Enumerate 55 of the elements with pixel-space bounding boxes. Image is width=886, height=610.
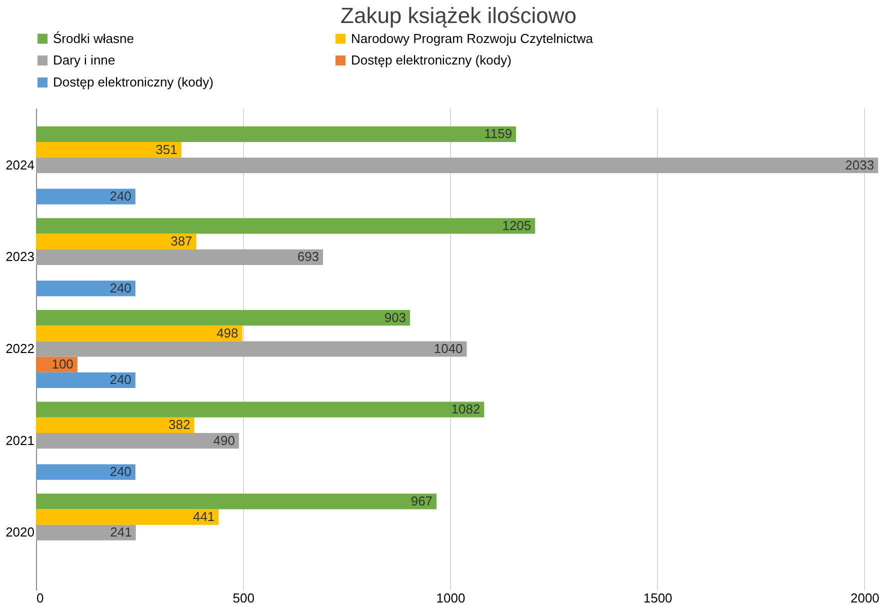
x-tick-label: 1500: [643, 590, 672, 606]
data-label: 1082: [451, 402, 480, 417]
data-label: 100: [52, 356, 74, 372]
data-label: 351: [156, 142, 178, 157]
legend-label: Dostęp elektroniczny (kody): [53, 74, 214, 90]
bar: [36, 433, 239, 449]
legend-label: Środki własne: [53, 30, 134, 46]
bar: [36, 402, 484, 418]
bar: [36, 188, 136, 204]
legend-label: Dary i inne: [53, 52, 116, 68]
bar: [36, 234, 196, 250]
bar: [36, 249, 324, 265]
data-label: 240: [110, 464, 132, 480]
chart-title: Zakup książek ilościowo: [340, 3, 576, 28]
x-tick-label: 1000: [436, 590, 466, 606]
x-tick-label: 0: [36, 590, 44, 606]
data-label: 1159: [484, 126, 512, 142]
bar: [36, 142, 182, 158]
data-label: 2033: [845, 157, 874, 172]
data-label: 240: [110, 280, 132, 296]
data-label: 903: [384, 310, 406, 325]
bar: [36, 372, 136, 388]
bar: [36, 494, 437, 510]
legend-label: Dostęp elektroniczny (kody): [351, 52, 512, 68]
data-label: 693: [297, 249, 320, 264]
data-label: 387: [170, 234, 192, 249]
data-label: 1205: [502, 218, 532, 233]
bar: [36, 310, 410, 326]
bar: [36, 509, 219, 525]
data-label: 240: [110, 372, 132, 388]
bar: [36, 218, 536, 234]
y-tick-label: 2024: [6, 157, 34, 172]
x-tick-label: 2000: [850, 590, 880, 606]
legend-label: Narodowy Program Rozwoju Czytelnictwa: [351, 30, 594, 46]
y-tick-label: 2020: [6, 524, 34, 540]
bar: [36, 524, 136, 540]
bar: [36, 417, 194, 434]
data-label: 498: [216, 325, 238, 340]
data-label: 967: [410, 493, 433, 508]
bar: [36, 341, 467, 357]
x-tick-label: 500: [232, 590, 254, 606]
bar: [36, 464, 136, 480]
bar: [36, 326, 242, 342]
y-tick-label: 2022: [6, 341, 34, 356]
bar: [36, 158, 878, 174]
data-label: 241: [110, 524, 132, 540]
y-tick-label: 2023: [6, 249, 34, 264]
data-label: 240: [110, 188, 132, 204]
bar: [36, 126, 516, 142]
data-label: 382: [168, 417, 190, 432]
bar: [36, 280, 136, 296]
data-label: 1040: [434, 341, 463, 356]
data-label: 490: [213, 432, 235, 448]
data-label: 441: [192, 509, 215, 524]
y-tick-label: 2021: [6, 432, 34, 448]
